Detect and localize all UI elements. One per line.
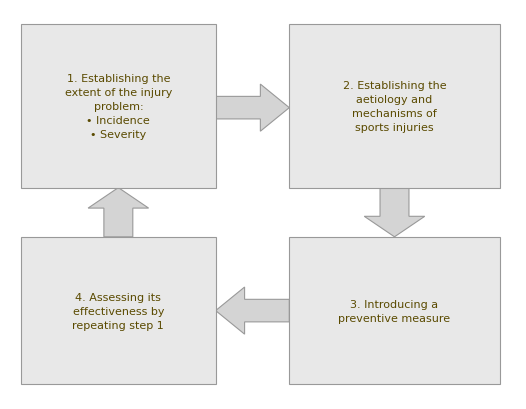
Text: 4. Assessing its
effectiveness by
repeating step 1: 4. Assessing its effectiveness by repeat… bbox=[73, 292, 164, 330]
Polygon shape bbox=[216, 85, 289, 132]
Text: 3. Introducing a
preventive measure: 3. Introducing a preventive measure bbox=[338, 299, 451, 323]
Text: 2. Establishing the
aetiology and
mechanisms of
sports injuries: 2. Establishing the aetiology and mechan… bbox=[342, 81, 447, 132]
FancyBboxPatch shape bbox=[289, 237, 500, 384]
FancyBboxPatch shape bbox=[21, 25, 216, 188]
Polygon shape bbox=[216, 287, 289, 335]
FancyBboxPatch shape bbox=[289, 25, 500, 188]
FancyBboxPatch shape bbox=[21, 237, 216, 384]
Text: 1. Establishing the
extent of the injury
problem:
• Incidence
• Severity: 1. Establishing the extent of the injury… bbox=[65, 74, 172, 139]
Polygon shape bbox=[88, 188, 149, 237]
Polygon shape bbox=[364, 188, 425, 237]
